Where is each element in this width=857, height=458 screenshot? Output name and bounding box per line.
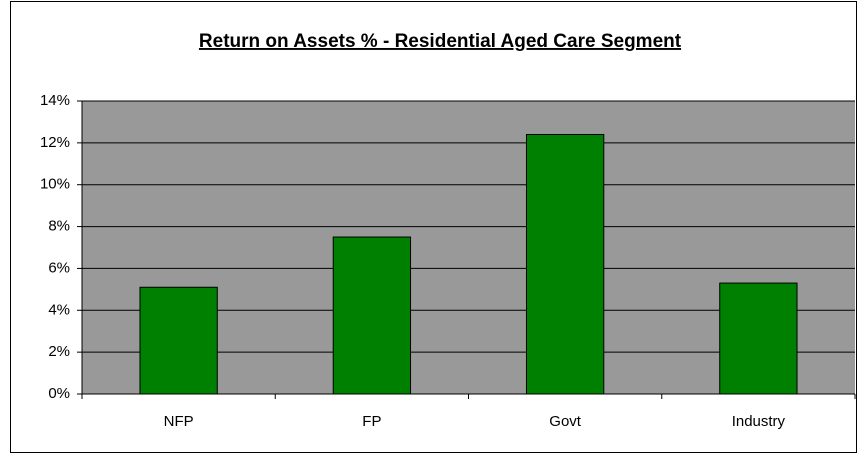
x-tick-label: NFP — [164, 413, 194, 430]
y-tick-label: 12% — [40, 134, 70, 151]
bar — [525, 133, 605, 395]
y-tick-label: 4% — [48, 301, 70, 318]
bar — [332, 236, 412, 395]
y-tick-label: 6% — [48, 259, 70, 276]
y-tick-label: 0% — [48, 385, 70, 402]
y-tick-label: 10% — [40, 176, 70, 193]
y-tick-label: 8% — [48, 218, 70, 235]
x-tick-label: Industry — [732, 413, 786, 430]
chart-title: Return on Assets % - Residential Aged Ca… — [199, 31, 682, 52]
y-tick-label: 14% — [40, 92, 70, 109]
bar — [139, 286, 218, 395]
x-tick-label: Govt — [549, 413, 582, 430]
y-tick-label: 2% — [48, 343, 70, 360]
bar — [719, 282, 798, 395]
x-tick-label: FP — [362, 413, 381, 430]
